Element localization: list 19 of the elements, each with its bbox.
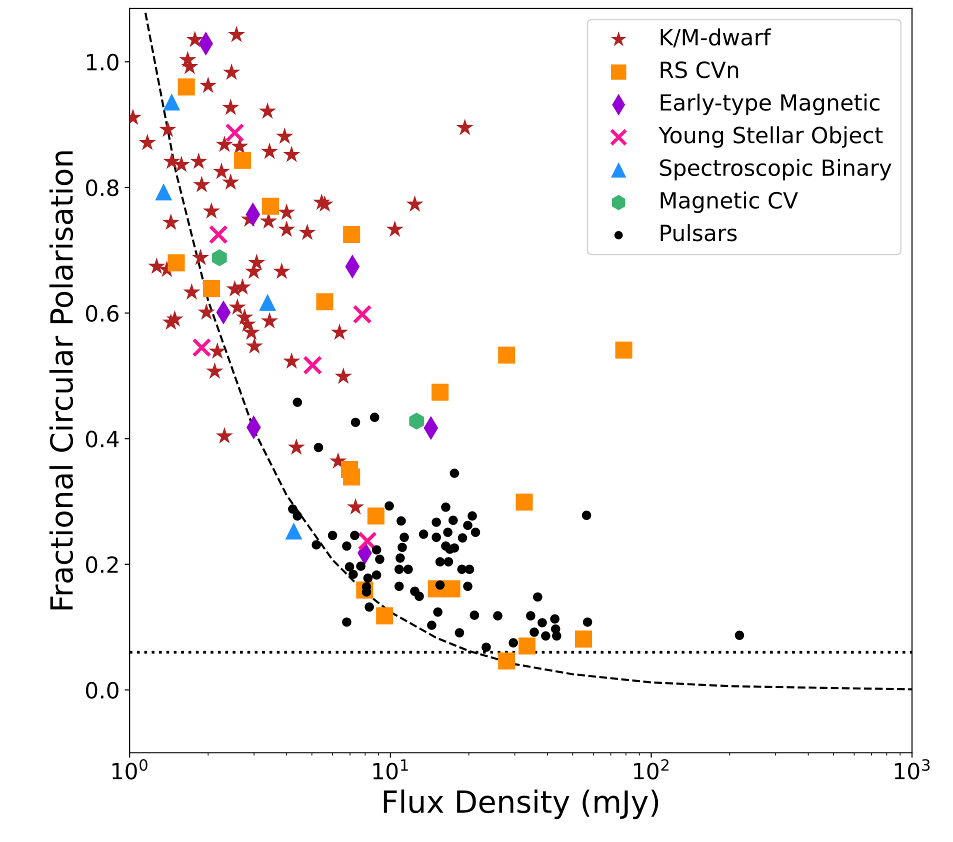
x-tick-label: 10$^{1}$ — [373, 759, 408, 780]
legend-label: Early-type Magnetic — [660, 94, 880, 116]
y-tick-label: 0.6 — [86, 305, 118, 322]
y-axis-title: Fractional Circular Polarisation — [49, 151, 74, 610]
x-tick-label: 10$^{2}$ — [634, 759, 668, 780]
x-axis-title: Flux Density (mJy) — [384, 790, 658, 820]
y-tick-label: 0.4 — [86, 430, 119, 448]
y-tick-label: 1.0 — [86, 54, 118, 71]
legend-label: RS CVn — [660, 61, 738, 78]
y-tick-label: 0.8 — [86, 179, 118, 196]
x-tick-label: 10$^{3}$ — [894, 759, 930, 780]
y-tick-label: 0.2 — [86, 556, 118, 574]
legend-label: Magnetic CV — [660, 192, 798, 214]
x-tick-label: 10$^{0}$ — [112, 759, 148, 780]
legend-label: Spectroscopic Binary — [660, 158, 892, 180]
legend-label: Young Stellar Object — [658, 126, 883, 148]
legend-label: Pulsars — [660, 224, 737, 242]
y-tick-label: 0.0 — [86, 682, 118, 699]
legend-label: K/M-dwarf — [660, 28, 772, 48]
